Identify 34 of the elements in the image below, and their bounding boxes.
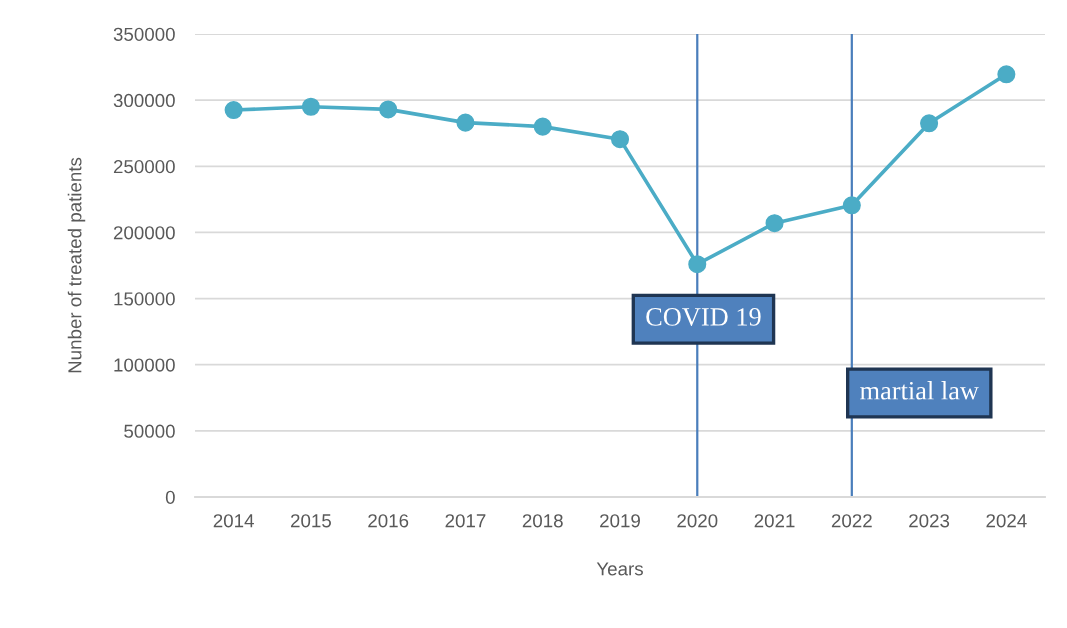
y-tick-label: 50000 [124,424,175,438]
x-tick-label: 2014 [213,514,254,528]
x-tick-label: 2020 [677,514,718,528]
y-tick-label: 350000 [113,27,175,41]
ref-line-label: COVID 19 [646,308,761,326]
point [920,114,939,133]
x-tick-label: 2017 [445,514,486,528]
x-tick-label: 2023 [909,514,950,528]
point [688,255,707,274]
x-tick-label: 2021 [754,514,795,528]
point [997,65,1016,84]
point [224,101,243,120]
point [533,117,552,136]
point [301,97,320,116]
y-tick-label: 0 [165,490,175,504]
point [379,100,398,119]
x-tick-label: 2015 [291,514,331,528]
x-tick-label: 2024 [986,514,1027,528]
point [610,130,630,149]
x-tick-label: 2022 [831,514,872,528]
y-tick-label: 150000 [114,292,175,306]
x-axis-title: Years [596,562,643,576]
point [765,214,784,233]
point [842,196,861,215]
x-tick-label: 2018 [522,514,563,528]
y-tick-label: 250000 [113,159,175,174]
ref-line-label: martial law [860,381,979,400]
y-tick-label: 200000 [113,226,175,240]
point [456,113,475,132]
y-tick-label: 300000 [113,93,175,108]
x-tick-label: 2019 [600,514,640,528]
y-axis-title: Nunber of treated patients [67,157,86,373]
x-tick-label: 2016 [368,514,409,528]
y-tick-label: 100000 [114,358,175,372]
